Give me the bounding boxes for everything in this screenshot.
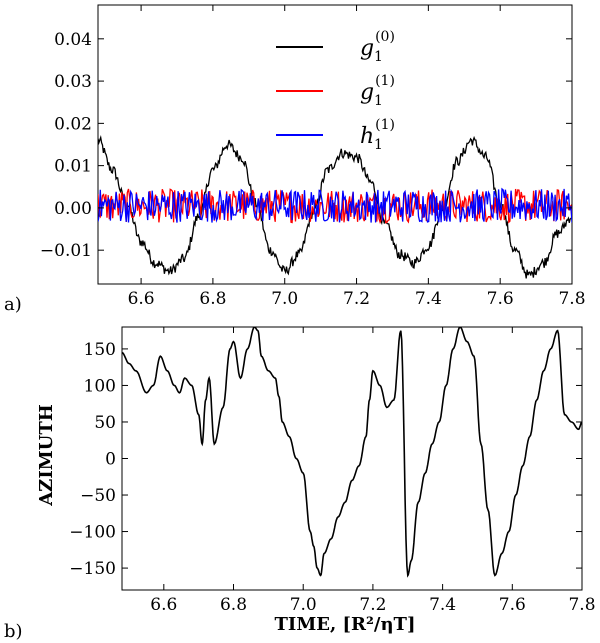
panel-label-b: b): [4, 621, 23, 642]
legend-label: g(0) 1: [360, 29, 395, 65]
x-tick-label: 7.2: [343, 289, 370, 309]
y-tick-label: 0: [105, 450, 116, 470]
series-line-g1-0: [98, 134, 572, 279]
y-tick-label: 0.01: [54, 157, 92, 177]
y-tick-label: −50: [80, 486, 116, 506]
legend-a: g(0) 1 g(1) 1 h(1) 1: [276, 29, 395, 153]
y-tick-label: −150: [69, 559, 116, 579]
panel-label-a: a): [4, 294, 22, 315]
y-tick-label: −0.01: [40, 241, 92, 261]
y-tick-label: 0.03: [54, 72, 92, 92]
x-tick-label: 6.6: [128, 289, 155, 309]
x-tick-label: 7.4: [429, 595, 456, 615]
y-tick-label: 150: [84, 340, 116, 360]
x-tick-label: 7.2: [359, 595, 386, 615]
legend-label: g(1) 1: [360, 73, 395, 109]
x-tick-label: 6.8: [199, 289, 226, 309]
y-tick-label: −100: [69, 523, 116, 543]
legend-label: h(1) 1: [360, 117, 395, 153]
x-tick-label: 7.8: [568, 595, 595, 615]
ticks-a: 6.6 6.8 7.0 7.2 7.4 7.6 7.8 −0.01 0.00 0.01 0.02 0.…: [40, 5, 586, 309]
x-tick-label: 7.0: [271, 289, 298, 309]
plot-frame-a: [97, 4, 573, 285]
x-tick-label: 7.0: [290, 595, 317, 615]
x-tick-label: 7.8: [558, 289, 585, 309]
series-group-a: [98, 134, 572, 279]
series-line-h1-1: [98, 187, 572, 223]
x-tick-label: 7.6: [499, 595, 526, 615]
y-tick-label: 0.04: [54, 30, 92, 50]
panel-b: 6.6 6.8 7.0 7.2 7.4 7.6 7.8 −150 −100 −50 0 50 100 15…: [4, 326, 596, 642]
x-axis-label-b: TIME, [R²/ηT]: [275, 614, 416, 635]
series-line-azimuth: [122, 327, 582, 578]
x-tick-label: 6.6: [150, 595, 177, 615]
y-axis-label-b: AZIMUTH: [36, 404, 57, 507]
plot-frame-b: [121, 326, 583, 591]
y-tick-label: 100: [84, 376, 116, 396]
x-tick-label: 6.8: [220, 595, 247, 615]
ticks-b: 6.6 6.8 7.0 7.2 7.4 7.6 7.8 −150 −100 −50 0 50 100 15…: [69, 327, 596, 615]
y-tick-label: 0.02: [54, 114, 92, 134]
series-group-b: [122, 327, 582, 578]
x-tick-label: 7.4: [415, 289, 442, 309]
x-tick-label: 7.6: [487, 289, 514, 309]
y-tick-label: 0.00: [54, 199, 92, 219]
panel-a: 6.6 6.8 7.0 7.2 7.4 7.6 7.8 −0.01 0.00 0.01 0.02 0.…: [4, 4, 586, 315]
y-tick-label: 50: [94, 413, 116, 433]
